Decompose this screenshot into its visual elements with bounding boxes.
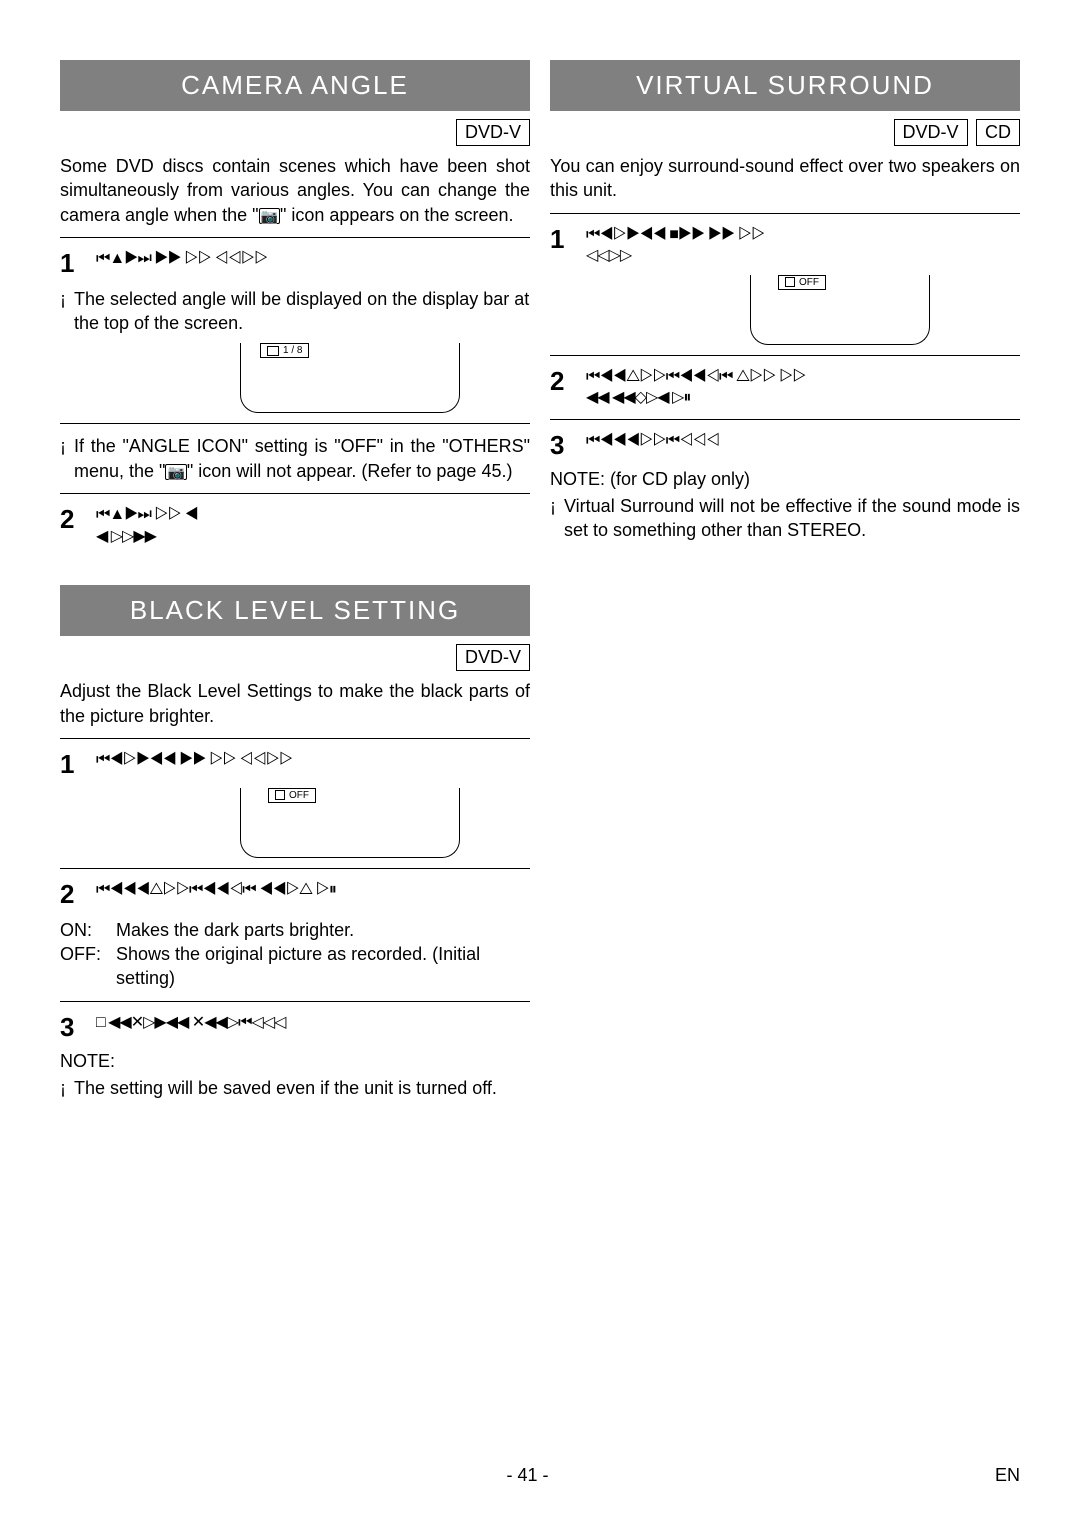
bullet-text: Virtual Surround will not be effective i… <box>564 494 1020 543</box>
camera-angle-header: CAMERA ANGLE <box>60 60 530 111</box>
step-glyphs: ⏮▲▶⏭ ▷▷ ◀ <box>96 504 530 526</box>
camera-icon: 📷 <box>259 208 280 224</box>
bl-step-3: 3 □ ◀◀✕▷▶◀◀ ✕◀◀▷⏮◁◁◁ <box>60 1012 530 1043</box>
bullet-text: The setting will be saved even if the un… <box>74 1076 497 1100</box>
bl-step-2: 2 ⏮◀◀◀△▷▷⏮◀◀◁⏮ ◀◀▷△ ▷⏸ <box>60 879 530 910</box>
black-level-header: BLACK LEVEL SETTING <box>60 585 530 636</box>
dvd-v-badge: DVD-V <box>456 644 530 671</box>
virtual-surround-intro: You can enjoy surround-sound effect over… <box>550 154 1020 203</box>
bottom-section: BLACK LEVEL SETTING DVD-V Adjust the Bla… <box>60 585 1020 1104</box>
bl-step-1: 1 ⏮◀▷▶◀◀ ▶▶ ▷▷ ◁◁▷▷ <box>60 749 530 780</box>
bullet-text: If the "ANGLE ICON" setting is "OFF" in … <box>74 434 530 483</box>
step-number: 1 <box>60 749 80 780</box>
step-number: 1 <box>550 224 570 255</box>
empty-right-column <box>550 585 1020 1104</box>
step-number: 3 <box>550 430 570 461</box>
bl-note-label: NOTE: <box>60 1051 530 1072</box>
black-level-badges: DVD-V <box>60 644 530 671</box>
bullet-mark: ¡ <box>60 1076 66 1100</box>
step-glyphs: ⏮▲▶⏭ ▶▶ ▷▷ ◁◁▷▷ <box>96 248 530 270</box>
checkbox-icon <box>275 790 285 800</box>
osd-label-text: OFF <box>799 277 819 288</box>
divider <box>550 213 1020 214</box>
osd-label: 1 / 8 <box>260 343 309 358</box>
vs-note-label: NOTE: (for CD play only) <box>550 469 1020 490</box>
step-body: ⏮▲▶⏭ ▷▷ ◀ ◀ ▷▷▶▶ <box>96 504 530 547</box>
divider <box>550 355 1020 356</box>
bullet-text: The selected angle will be displayed on … <box>74 287 530 336</box>
camera-step-1: 1 ⏮▲▶⏭ ▶▶ ▷▷ ◁◁▷▷ <box>60 248 530 279</box>
camera-bullet-2: ¡ If the "ANGLE ICON" setting is "OFF" i… <box>60 434 530 483</box>
cd-badge: CD <box>976 119 1020 146</box>
vs-step-1: 1 ⏮◀▷▶◀◀ ■▶▶ ▶▶ ▷▷ ◁◁▷▷ <box>550 224 1020 267</box>
step-glyphs: ⏮◀▷▶◀◀ ■▶▶ ▶▶ ▷▷ <box>586 224 1020 246</box>
divider <box>60 423 530 424</box>
osd-label-text: 1 / 8 <box>283 345 302 356</box>
camera-angle-badges: DVD-V <box>60 119 530 146</box>
language-code: EN <box>995 1465 1020 1486</box>
step-glyphs-2: ◀◀ ◀◀◇▷◀ ▷⏸ <box>586 387 1020 409</box>
step-glyphs: ⏮◀▷▶◀◀ ▶▶ ▷▷ ◁◁▷▷ <box>96 749 530 771</box>
step-glyphs: ⏮◀◀△▷▷⏮◀◀◁⏮ △▷▷ ▷▷ <box>586 366 1020 388</box>
off-text: Shows the original picture as recorded. … <box>116 942 530 991</box>
dvd-v-badge: DVD-V <box>456 119 530 146</box>
step-glyphs: ⏮◀◀◀△▷▷⏮◀◀◁⏮ ◀◀▷△ ▷⏸ <box>96 879 530 901</box>
on-text: Makes the dark parts brighter. <box>116 918 354 942</box>
osd-label: OFF <box>778 275 826 290</box>
divider <box>60 493 530 494</box>
step-glyphs-2: ◀ ▷▷▶▶ <box>96 526 530 548</box>
bullet-mark: ¡ <box>60 287 66 336</box>
dvd-v-badge: DVD-V <box>894 119 968 146</box>
vs-step-2: 2 ⏮◀◀△▷▷⏮◀◀◁⏮ △▷▷ ▷▷ ◀◀ ◀◀◇▷◀ ▷⏸ <box>550 366 1020 409</box>
divider <box>550 419 1020 420</box>
step-number: 2 <box>550 366 570 397</box>
camera-angle-intro: Some DVD discs contain scenes which have… <box>60 154 530 227</box>
step-number: 2 <box>60 504 80 535</box>
black-level-intro: Adjust the Black Level Settings to make … <box>60 679 530 728</box>
bullet-mark: ¡ <box>60 434 66 483</box>
camera-osd-icon <box>267 346 279 356</box>
off-label: OFF: <box>60 942 108 991</box>
step-number: 2 <box>60 879 80 910</box>
virtual-surround-badges: DVD-V CD <box>550 119 1020 146</box>
off-definition: OFF: Shows the original picture as recor… <box>60 942 530 991</box>
divider <box>60 868 530 869</box>
virtual-surround-header: VIRTUAL SURROUND <box>550 60 1020 111</box>
right-column: VIRTUAL SURROUND DVD-V CD You can enjoy … <box>550 60 1020 555</box>
top-two-columns: CAMERA ANGLE DVD-V Some DVD discs contai… <box>60 60 1020 555</box>
left-column: CAMERA ANGLE DVD-V Some DVD discs contai… <box>60 60 530 555</box>
vs-note-bullet: ¡ Virtual Surround will not be effective… <box>550 494 1020 543</box>
divider <box>60 237 530 238</box>
step-body: ⏮◀▷▶◀◀ ■▶▶ ▶▶ ▷▷ ◁◁▷▷ <box>586 224 1020 267</box>
checkbox-icon <box>785 277 795 287</box>
page-footer: - 41 - EN <box>0 1465 1080 1486</box>
divider <box>60 738 530 739</box>
camera-icon: 📷 <box>165 464 186 480</box>
bl-note-bullet: ¡ The setting will be saved even if the … <box>60 1076 530 1100</box>
on-definition: ON: Makes the dark parts brighter. <box>60 918 530 942</box>
osd-label: OFF <box>268 788 316 803</box>
bullet-mark: ¡ <box>550 494 556 543</box>
osd-label-text: OFF <box>289 790 309 801</box>
divider <box>60 1001 530 1002</box>
osd-display: 1 / 8 <box>240 343 460 413</box>
step-body: ⏮◀◀△▷▷⏮◀◀◁⏮ △▷▷ ▷▷ ◀◀ ◀◀◇▷◀ ▷⏸ <box>586 366 1020 409</box>
page-number: - 41 - <box>506 1465 548 1486</box>
vs-step-3: 3 ⏮◀◀◀▷▷⏮◁◁◁ <box>550 430 1020 461</box>
step-glyphs: □ ◀◀✕▷▶◀◀ ✕◀◀▷⏮◁◁◁ <box>96 1012 530 1034</box>
camera-step-2: 2 ⏮▲▶⏭ ▷▷ ◀ ◀ ▷▷▶▶ <box>60 504 530 547</box>
step-number: 3 <box>60 1012 80 1043</box>
step-number: 1 <box>60 248 80 279</box>
osd-display: OFF <box>750 275 930 345</box>
step-glyphs-2: ◁◁▷▷ <box>586 245 1020 267</box>
black-level-column: BLACK LEVEL SETTING DVD-V Adjust the Bla… <box>60 585 530 1104</box>
step-glyphs: ⏮◀◀◀▷▷⏮◁◁◁ <box>586 430 1020 452</box>
osd-display: OFF <box>240 788 460 858</box>
camera-bullet-1: ¡ The selected angle will be displayed o… <box>60 287 530 336</box>
on-label: ON: <box>60 918 108 942</box>
